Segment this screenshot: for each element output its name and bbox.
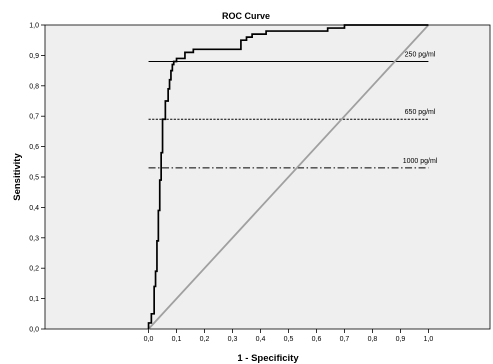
y-tick-label: 0,9 [29, 53, 39, 60]
y-tick-label: 0,5 [29, 175, 39, 182]
y-tick-label: 0,2 [29, 266, 39, 273]
x-tick-label: 1,0 [424, 336, 434, 343]
y-tick-label: 0,1 [29, 296, 39, 303]
y-tick-label: 0,4 [29, 205, 39, 212]
chart-title: ROC Curve [222, 11, 270, 21]
y-axis: 0,0 0,1 0,2 0,3 0,4 0,5 0,6 0,7 0,8 0,9 1,0 [29, 23, 45, 334]
x-tick-label: 0,1 [172, 336, 182, 343]
y-axis-title: Sensitivity [12, 153, 23, 201]
x-tick-label: 0,7 [340, 336, 350, 343]
x-tick-label: 0,6 [312, 336, 322, 343]
y-tick-label: 0,3 [29, 235, 39, 242]
x-tick-label: 0,9 [396, 336, 406, 343]
cutoff-label: 250 pg/ml [405, 51, 436, 58]
y-tick-label: 0,6 [29, 144, 39, 151]
x-tick-label: 0,3 [228, 336, 238, 343]
cutoff-label: 650 pg/ml [405, 109, 436, 116]
y-tick-label: 0,0 [29, 327, 39, 334]
x-tick-label: 0,4 [256, 336, 266, 343]
y-tick-label: 1,0 [29, 23, 39, 30]
x-tick-label: 0,5 [284, 336, 294, 343]
x-tick-label: 0,8 [368, 336, 378, 343]
cutoff-annotations: 250 pg/ml 650 pg/ml 1000 pg/ml [403, 51, 438, 164]
x-axis: 0,0 0,1 0,2 0,3 0,4 0,5 0,6 0,7 0,8 0,9 1,0 [144, 329, 434, 343]
y-tick-label: 0,8 [29, 83, 39, 90]
x-axis-title: 1 - Specificity [237, 353, 299, 364]
x-tick-label: 0,2 [200, 336, 210, 343]
reference-diagonal [147, 24, 430, 330]
x-tick-label: 0,0 [144, 336, 154, 343]
plot-area [44, 24, 491, 330]
y-tick-label: 0,7 [29, 114, 39, 121]
roc-curve [147, 24, 429, 329]
series-layer [147, 24, 430, 330]
cutoff-label: 1000 pg/ml [403, 158, 438, 165]
